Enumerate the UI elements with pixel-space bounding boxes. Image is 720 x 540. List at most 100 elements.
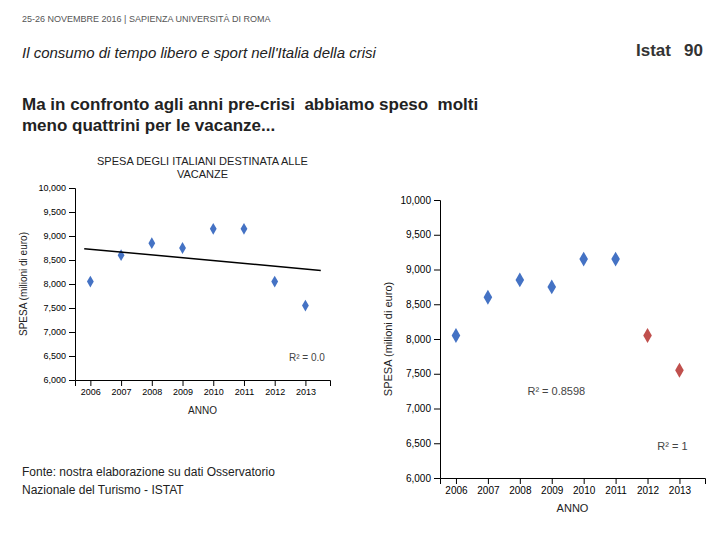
- tick-mark: [90, 380, 91, 386]
- tick: 6,500: [406, 438, 440, 449]
- logo-text-line: Istat: [636, 41, 671, 60]
- tick-mark: [434, 304, 440, 305]
- point: [675, 363, 684, 378]
- tick: 2009: [541, 478, 564, 496]
- tick: 2007: [477, 478, 500, 496]
- y-axis-title: SPESA (milioni di euro): [18, 232, 29, 336]
- tick-mark: [434, 443, 440, 444]
- tick: 2008: [142, 380, 162, 397]
- source-note: Fonte: nostra elaborazione su dati Osser…: [22, 465, 275, 497]
- tick: 2010: [573, 478, 596, 496]
- tick-label: 2008: [509, 485, 532, 496]
- slide: 25-26 NOVEMBRE 2016 | SAPIENZA UNIVERSIT…: [0, 0, 720, 540]
- annotation-line: R² = 1: [657, 440, 687, 452]
- axis-line: [441, 479, 706, 485]
- tick-label: 9,500: [43, 207, 66, 217]
- annotation-line: R² = 0.8598: [527, 385, 585, 397]
- chart-title-line: VACANZE: [177, 168, 228, 180]
- tick-label: 2012: [637, 485, 660, 496]
- tick: 8,000: [43, 279, 75, 289]
- chart-title-line: SPESA DEGLI ITALIANI DESTINATA ALLE: [97, 155, 308, 167]
- tick-mark: [648, 478, 649, 484]
- y-axis-title: SPESA (milioni di euro): [382, 282, 394, 396]
- tick: 2006: [445, 478, 468, 496]
- annotation-line: R² = 0.0: [289, 352, 325, 363]
- tick-mark: [69, 284, 75, 285]
- point: [516, 272, 525, 287]
- plot-area: [452, 252, 684, 378]
- trend-line: [84, 249, 321, 271]
- tick-mark: [152, 380, 153, 386]
- source-note-line: Nazionale del Turismo - ISTAT: [22, 483, 184, 497]
- x-axis-title-line: ANNO: [557, 502, 589, 514]
- header-large-line: Il consumo di tempo libero e sport nell'…: [22, 44, 377, 61]
- tick: 9,500: [406, 229, 440, 240]
- annotation: R² = 1: [657, 440, 687, 452]
- chart-title: SPESA DEGLI ITALIANI DESTINATA ALLEVACAN…: [97, 155, 308, 180]
- point: [579, 252, 588, 267]
- y-axis: 6,0006,5007,0007,5008,0008,5009,0009,500…: [38, 183, 75, 385]
- point: [210, 223, 217, 235]
- tick-label: 7,000: [43, 327, 66, 337]
- annotation: R² = 0.0: [289, 352, 325, 363]
- tick-label: 2013: [296, 387, 316, 397]
- tick: 2007: [112, 380, 132, 397]
- tick: 2010: [204, 380, 224, 397]
- tick-label: 2009: [541, 485, 564, 496]
- tick-label: 7,000: [406, 403, 431, 414]
- y-axis-title-line: SPESA (milioni di euro): [18, 232, 29, 336]
- tick: 8,000: [406, 334, 440, 345]
- point: [271, 276, 278, 288]
- tick: 9,000: [406, 264, 440, 275]
- tick-label: 7,500: [406, 368, 431, 379]
- slide-title-line: Ma in confronto agli anni pre-crisi abbi…: [22, 95, 478, 114]
- source-note-line: Fonte: nostra elaborazione su dati Osser…: [22, 465, 275, 479]
- tick-label: 2012: [265, 387, 285, 397]
- tick: 8,500: [406, 299, 440, 310]
- x-axis-title: ANNO: [188, 405, 217, 416]
- tick-mark: [121, 380, 122, 386]
- annotation: R² = 0.8598: [527, 385, 585, 397]
- axis-line: [434, 201, 441, 479]
- tick-label: 8,000: [43, 279, 66, 289]
- tick: 7,000: [406, 403, 440, 414]
- tick-mark: [69, 188, 75, 189]
- tick-label: 2013: [669, 485, 692, 496]
- tick-label: 2008: [142, 387, 162, 397]
- tick-mark: [69, 260, 75, 261]
- tick-label: 2007: [477, 485, 500, 496]
- x-axis: 2006 2007 2008 2009 2010 2011 2012 2013: [441, 478, 706, 496]
- tick-mark: [434, 200, 440, 201]
- y-axis-title-line: SPESA (milioni di euro): [382, 282, 394, 396]
- tick-mark: [244, 380, 245, 386]
- tick: 2009: [173, 380, 193, 397]
- logo-number-line: 90: [684, 41, 703, 60]
- logo-text: Istat: [636, 41, 671, 60]
- tick-label: 2009: [173, 387, 193, 397]
- point: [452, 328, 461, 343]
- tick-mark: [434, 339, 440, 340]
- tick-label: 2006: [81, 387, 101, 397]
- axis-line: [76, 381, 331, 387]
- point: [179, 242, 186, 254]
- tick-mark: [434, 409, 440, 410]
- tick-label: 2011: [605, 485, 627, 496]
- tick-mark: [305, 380, 306, 386]
- tick-mark: [69, 332, 75, 333]
- tick: 2006: [81, 380, 101, 397]
- tick-label: 9,500: [406, 229, 431, 240]
- tick-label: 9,000: [406, 264, 431, 275]
- tick-mark: [584, 478, 585, 484]
- tick: 2012: [637, 478, 660, 496]
- tick-mark: [69, 308, 75, 309]
- tick-mark: [183, 380, 184, 386]
- tick-label: 2011: [235, 387, 254, 397]
- tick-label: 8,500: [406, 299, 431, 310]
- tick-mark: [552, 478, 553, 484]
- tick-label: 2010: [204, 387, 224, 397]
- header: 25-26 NOVEMBRE 2016 | SAPIENZA UNIVERSIT…: [22, 14, 703, 61]
- tick-label: 2007: [112, 387, 132, 397]
- x-axis-title-line: ANNO: [188, 405, 217, 416]
- tick-mark: [69, 356, 75, 357]
- chart: 200620072008200920102011201220136,0006,5…: [382, 195, 706, 514]
